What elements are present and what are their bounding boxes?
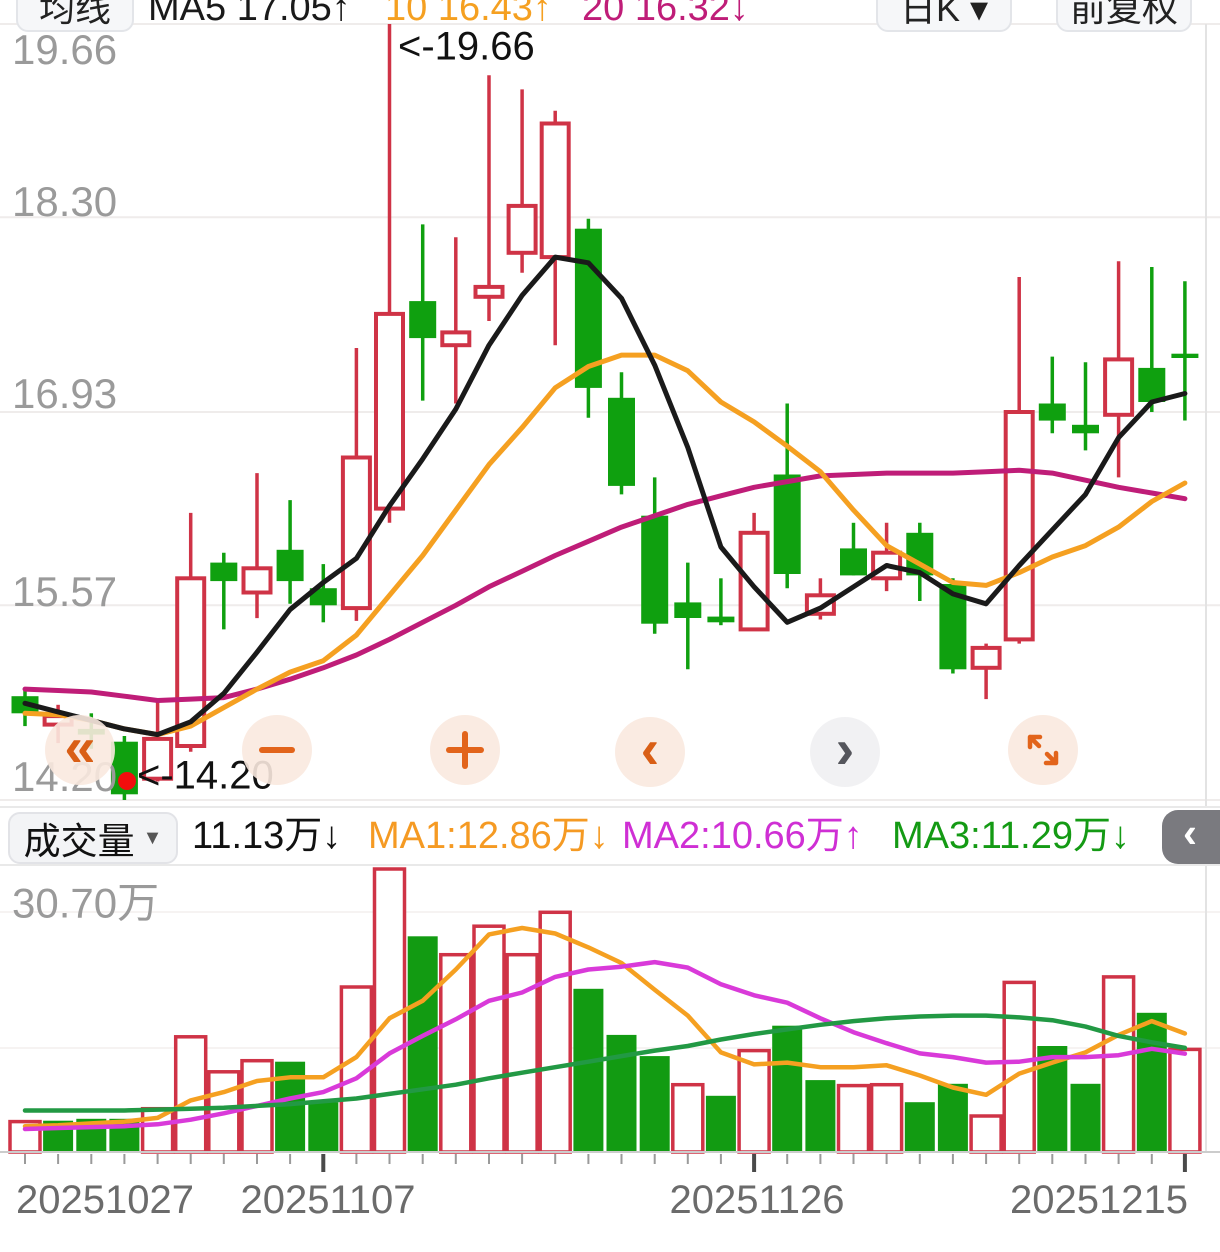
minus-icon [259, 747, 295, 753]
candle[interactable] [1038, 356, 1066, 434]
adjust-mode-button[interactable]: 前复权 [1056, 0, 1192, 32]
volume-ma1-line [22, 925, 1188, 1129]
candle[interactable] [440, 237, 472, 404]
volume-bar [836, 1083, 871, 1154]
zoom-in-button[interactable] [430, 715, 500, 785]
price-tick: 15.57 [12, 568, 118, 615]
volume-ma3-line [22, 1013, 1188, 1113]
candle[interactable] [641, 477, 669, 634]
volume-bar [140, 1106, 175, 1154]
candle[interactable] [674, 562, 702, 670]
volume-bar [937, 1083, 968, 1152]
volume-bar [639, 1056, 670, 1152]
candle[interactable] [210, 552, 238, 630]
candle[interactable] [276, 500, 304, 604]
candle[interactable] [608, 372, 635, 495]
volume-bar [573, 988, 604, 1152]
pan-right-button[interactable]: › [810, 717, 880, 787]
date-label: 20251027 [16, 1178, 194, 1222]
volume-bar [805, 1080, 836, 1152]
volume-bar [869, 1082, 904, 1154]
volume-bar [1002, 980, 1036, 1154]
low-marker-dot [118, 772, 136, 790]
volume-bar [505, 952, 539, 1154]
plus-icon [446, 731, 484, 769]
volume-bar [737, 1048, 771, 1154]
chevron-left-icon: ‹ [640, 717, 660, 780]
date-label: 20251215 [1010, 1178, 1188, 1222]
volume-ma2: MA2:10.66万↑ [622, 815, 863, 857]
period-selector-button[interactable]: 日K ▾ [876, 0, 1012, 32]
candle[interactable] [840, 522, 867, 576]
fullscreen-button[interactable] [1008, 715, 1078, 785]
candle[interactable] [241, 473, 273, 619]
price-ma10-line [22, 352, 1188, 738]
volume-bar [1168, 1047, 1202, 1154]
chevron-left-icon: ‹ [1183, 809, 1197, 856]
volume-bar [1136, 1012, 1167, 1152]
volume-bar [705, 1095, 736, 1152]
candle[interactable] [707, 578, 735, 626]
candle[interactable] [473, 75, 505, 321]
high-annotation: <-19.66 [398, 24, 535, 69]
double-chevron-left-icon: « [64, 715, 96, 778]
volume-bar [1101, 975, 1136, 1154]
volume-ma1: MA1:12.86万↓ [368, 815, 609, 857]
dropdown-triangle-icon: ▼ [142, 826, 163, 849]
collapse-panel-button[interactable]: ‹ [1162, 809, 1220, 864]
volume-bar [472, 924, 506, 1154]
volume-bar [308, 1102, 339, 1152]
date-label: 20251126 [669, 1178, 845, 1222]
candle[interactable] [574, 218, 602, 418]
volume-bar [173, 1035, 208, 1154]
price-ma5-line [22, 254, 1188, 738]
candle[interactable] [539, 110, 571, 346]
chevron-right-icon: › [835, 717, 855, 780]
pan-left-button[interactable]: ‹ [615, 717, 685, 787]
volume-current: 11.13万↓ [192, 815, 342, 857]
volume-axis-max: 30.70万 [12, 879, 160, 927]
volume-bar [1070, 1083, 1101, 1152]
candle[interactable] [409, 224, 437, 401]
price-tick: 19.66 [12, 26, 118, 73]
candle[interactable] [1072, 362, 1099, 451]
volume-ma2-line [22, 959, 1188, 1132]
volume-header: 成交量 ▼ 11.13万↓ MA1:12.86万↓ MA2:10.66万↑ MA… [0, 806, 1220, 866]
price-tick: 16.93 [12, 370, 118, 417]
ma10-legend: 10 16.43↑ [385, 0, 552, 29]
candle[interactable] [1103, 261, 1135, 478]
date-label: 20251107 [240, 1178, 416, 1222]
candle[interactable] [175, 512, 207, 752]
candle[interactable] [340, 348, 372, 621]
ma20-legend: 20 16.32↓ [582, 0, 749, 29]
volume-bar [904, 1102, 935, 1152]
candle[interactable] [374, 24, 405, 523]
candle[interactable] [309, 564, 337, 623]
indicator-name: 成交量 [23, 821, 135, 862]
volume-bar [772, 1025, 803, 1152]
candle[interactable] [1003, 277, 1035, 644]
candle[interactable] [773, 403, 801, 589]
candle[interactable] [970, 643, 1002, 700]
ma5-legend: MA5 17.05↑ [148, 0, 351, 29]
candle[interactable] [1138, 267, 1166, 412]
expand-icon [1027, 734, 1059, 766]
ma-settings-button[interactable]: 均线 [16, 0, 134, 32]
rewind-button[interactable]: « [45, 715, 115, 785]
volume-bar [969, 1114, 1003, 1154]
volume-bar [538, 910, 572, 1154]
price-tick: 18.30 [12, 178, 118, 225]
volume-ma3: MA3:11.29万↓ [892, 815, 1130, 857]
indicator-selector-button[interactable]: 成交量 ▼ [8, 812, 178, 864]
zoom-out-button[interactable] [242, 715, 312, 785]
candle[interactable] [1171, 281, 1199, 421]
candle[interactable] [142, 701, 174, 782]
candle[interactable] [506, 89, 538, 273]
candle[interactable] [738, 512, 770, 632]
volume-bar [439, 952, 473, 1154]
volume-bar [671, 1082, 705, 1154]
volume-bar [407, 936, 438, 1152]
